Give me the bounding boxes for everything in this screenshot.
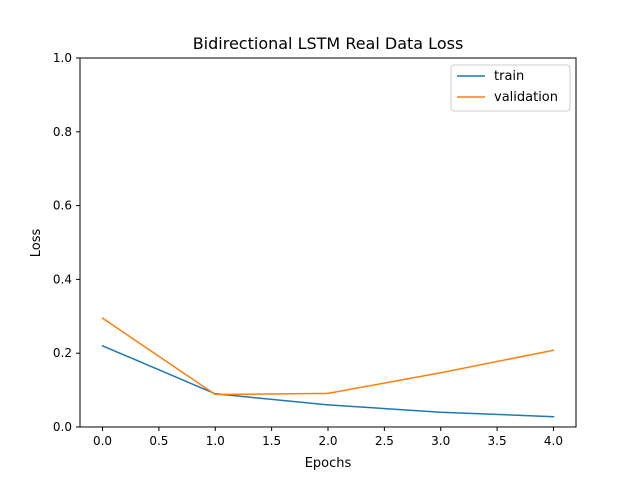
x-tick-label: 2.5 <box>375 434 394 448</box>
y-tick-label: 1.0 <box>53 51 72 65</box>
y-tick-label: 0.8 <box>53 125 72 139</box>
x-axis-label: Epochs <box>305 456 352 471</box>
x-tick-label: 0.5 <box>149 434 168 448</box>
y-tick-label: 0.6 <box>53 199 72 213</box>
ticks-layer: 0.0 0.5 1.0 1.5 2.0 2.5 3.0 3.5 4.0 0.0 0.2 0.4 0.6 0… <box>53 51 563 448</box>
legend: train validation <box>450 64 571 112</box>
x-tick-label: 1.5 <box>262 434 281 448</box>
x-tick-label: 1.0 <box>206 434 225 448</box>
y-tick-label: 0.2 <box>53 346 72 360</box>
chart-title: Bidirectional LSTM Real Data Loss <box>193 34 464 53</box>
y-axis-label: Loss <box>29 229 44 258</box>
legend-label-train: train <box>494 69 524 84</box>
x-tick-label: 4.0 <box>544 434 563 448</box>
y-tick-label: 0.4 <box>53 272 72 286</box>
series-line-train <box>101 344 555 418</box>
x-tick-label: 3.5 <box>488 434 507 448</box>
series-layer <box>101 317 555 418</box>
x-tick-label: 2.0 <box>318 434 337 448</box>
legend-label-validation: validation <box>494 90 558 105</box>
y-tick-label: 0.0 <box>53 420 72 434</box>
x-tick-label: 0.0 <box>93 434 112 448</box>
x-tick-label: 3.0 <box>431 434 450 448</box>
series-line-validation <box>101 317 555 396</box>
plot-frame <box>79 57 577 428</box>
